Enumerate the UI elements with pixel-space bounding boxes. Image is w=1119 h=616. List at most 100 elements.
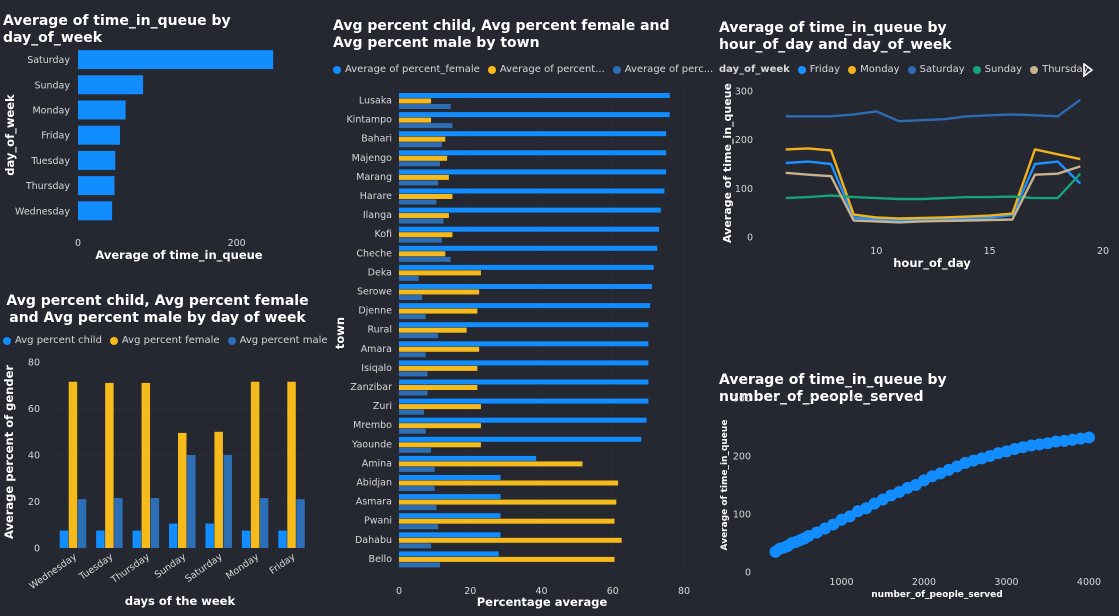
- tick-label: 80: [28, 358, 40, 369]
- tick-label: 0: [745, 568, 751, 579]
- chart-gender-by-town[interactable]: Avg percent child, Avg percent female an…: [330, 0, 713, 616]
- bar: [114, 498, 123, 548]
- legend-item[interactable]: Sunday: [972, 64, 1022, 75]
- bar: [399, 174, 449, 180]
- tick-label: Bahari: [361, 134, 392, 145]
- bar: [399, 551, 499, 557]
- bar: [399, 486, 435, 491]
- tick-label: Yaounde: [351, 439, 392, 450]
- legend-dot-icon: [848, 65, 857, 74]
- bar: [399, 466, 435, 472]
- tick-label: 0: [396, 586, 402, 597]
- chart-time-by-people[interactable]: Average of time_in_queue by number_of_pe…: [715, 360, 1119, 616]
- legend-item[interactable]: Friday: [797, 64, 840, 75]
- bar: [78, 176, 115, 196]
- bar: [399, 226, 660, 232]
- axis-label: Percentage average: [477, 595, 608, 609]
- bar: [399, 513, 501, 519]
- tick-label: 3000: [994, 577, 1018, 588]
- tick-label: Mrembo: [353, 420, 392, 431]
- bar: [399, 270, 481, 276]
- bar: [399, 275, 419, 281]
- tick-label: 10: [870, 246, 882, 257]
- tick-label: Serowe: [357, 287, 392, 298]
- bar: [399, 104, 451, 109]
- legend-dot-icon: [907, 65, 916, 74]
- tick-label: Friday: [268, 551, 298, 577]
- legend-dot-icon: [227, 336, 236, 345]
- bar: [296, 499, 305, 548]
- bar: [399, 245, 658, 251]
- legend-dot-icon: [109, 336, 118, 345]
- bar: [399, 150, 667, 156]
- data-point: [1083, 431, 1095, 444]
- tick-label: 20: [464, 586, 476, 597]
- legend-item[interactable]: Avg percent male: [227, 335, 328, 346]
- axis-label: hour_of_day: [893, 256, 971, 271]
- legend-item[interactable]: Monday: [848, 64, 900, 75]
- tick-label: Amara: [361, 344, 392, 355]
- tick-label: Zanzibar: [350, 382, 392, 393]
- bar: [399, 543, 432, 549]
- bar: [399, 524, 439, 530]
- tick-label: 15: [984, 246, 996, 257]
- legend-item[interactable]: Average of percent_female: [333, 64, 480, 75]
- bar: [223, 455, 232, 548]
- series-line: [785, 165, 1081, 224]
- bar: [78, 100, 126, 120]
- legend-title: day_of_week: [719, 64, 790, 75]
- bar: [399, 379, 649, 385]
- bar: [78, 201, 113, 221]
- bar: [399, 494, 501, 500]
- bar: [141, 382, 151, 548]
- tick-label: Ilanga: [363, 210, 392, 221]
- bar: [68, 381, 78, 548]
- tick-label: Monday: [224, 551, 261, 582]
- tick-label: Monday: [32, 106, 70, 117]
- bar: [399, 308, 478, 314]
- legend-item[interactable]: Thursday: [1030, 64, 1089, 75]
- legend-item[interactable]: Average of percent...: [487, 64, 605, 75]
- axis-label: town: [333, 317, 347, 349]
- axis-label: days of the week: [125, 594, 236, 608]
- legend-item[interactable]: Avg percent child: [3, 335, 102, 346]
- legend-dot-icon: [487, 65, 496, 74]
- bar: [77, 499, 87, 548]
- bar: [399, 346, 480, 352]
- legend-item[interactable]: Saturday: [907, 64, 965, 75]
- legend-item[interactable]: Average of perc...: [612, 64, 713, 75]
- tick-label: 300: [735, 87, 753, 98]
- chart-gender-by-day[interactable]: Avg percent child, Avg percent female an…: [0, 285, 328, 616]
- tick-label: Lusaka: [359, 96, 392, 107]
- tick-label: 100: [733, 510, 751, 521]
- bar: [399, 295, 423, 300]
- legend-dot-icon: [797, 65, 806, 74]
- bar: [399, 327, 467, 333]
- bar: [399, 360, 649, 366]
- bar: [399, 207, 661, 213]
- legend-label: Average of percent_female: [345, 64, 480, 75]
- tick-label: Tuesday: [30, 156, 70, 167]
- tick-label: Majengo: [352, 153, 393, 164]
- bar: [399, 537, 622, 543]
- chart-svg: 0 100 200 300 1000 2000 3000 4000 number_of_peop…: [720, 394, 1101, 601]
- chart-time-by-day[interactable]: Average of time_in_queue by day_of_week …: [0, 0, 320, 270]
- bar: [399, 333, 439, 339]
- bar: [399, 480, 619, 486]
- chart-time-by-hour[interactable]: Average of time_in_queue by hour_of_day …: [715, 0, 1119, 290]
- series-line: [785, 98, 1082, 123]
- bar: [399, 284, 652, 289]
- tick-label: Thursday: [108, 551, 152, 586]
- axis-label: Average of time_in_queue: [721, 83, 734, 243]
- bar: [399, 475, 501, 480]
- tick-label: Pwani: [364, 516, 392, 527]
- bar: [399, 237, 442, 243]
- bar: [399, 562, 440, 568]
- bar: [399, 390, 428, 396]
- legend-item[interactable]: Avg percent female: [109, 335, 220, 346]
- bar: [399, 256, 451, 262]
- bar: [287, 381, 296, 548]
- bar: [278, 530, 287, 548]
- legend-next-icon[interactable]: [1082, 63, 1094, 77]
- tick-label: 20: [28, 497, 40, 508]
